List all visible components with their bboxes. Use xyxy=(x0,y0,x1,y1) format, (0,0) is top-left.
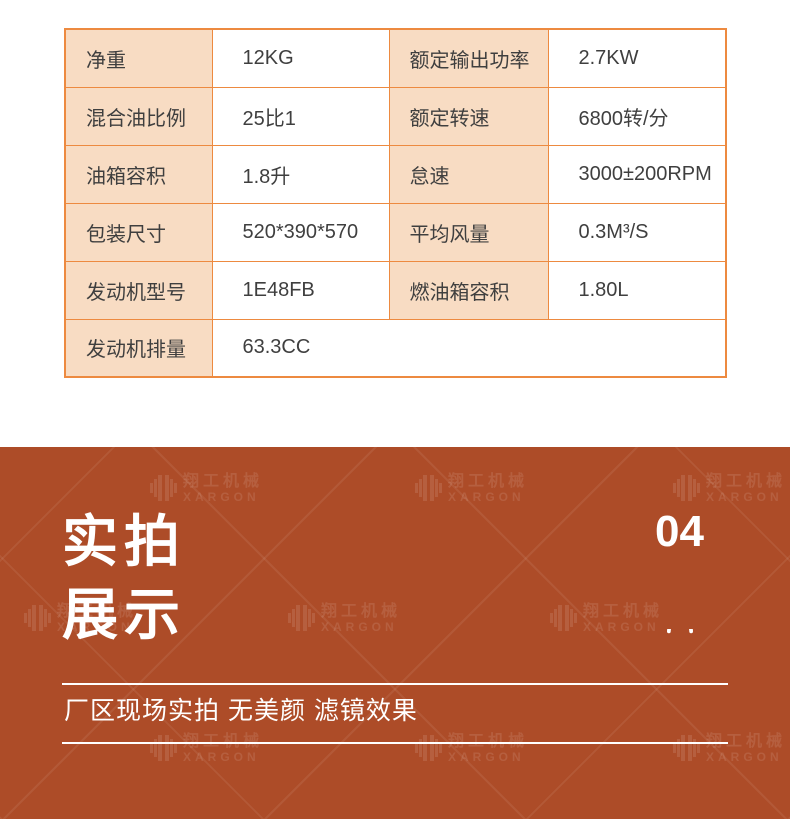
spec-label-tank-capacity: 油箱容积 xyxy=(64,144,213,204)
spec-label-rated-output-power: 额定输出功率 xyxy=(388,28,549,88)
section-title-line1: 实拍 xyxy=(62,510,186,573)
spec-label-net-weight: 净重 xyxy=(64,28,213,88)
spec-table: 净重 12KG 额定输出功率 2.7KW 混合油比例 25比1 额定转速 680… xyxy=(64,28,727,378)
spec-value-average-airflow: 0.3M³/S xyxy=(547,202,727,262)
spec-value-tank-capacity: 1.8升 xyxy=(211,144,390,204)
divider-bottom xyxy=(62,742,728,744)
spec-row: 混合油比例 25比1 额定转速 6800转/分 xyxy=(64,86,727,146)
section-number: 04 xyxy=(655,507,704,556)
spec-value-idle-speed: 3000±200RPM xyxy=(547,144,727,204)
spec-label-fuel-tank-capacity: 燃油箱容积 xyxy=(388,260,549,320)
section-title: 实拍 展示 xyxy=(62,505,186,651)
spec-label-idle-speed: 怠速 xyxy=(388,144,549,204)
divider-top xyxy=(62,683,728,685)
spec-label-engine-model: 发动机型号 xyxy=(64,260,213,320)
spec-label-rated-speed: 额定转速 xyxy=(388,86,549,146)
diamond-pattern xyxy=(0,447,790,819)
section-subtitle: 厂区现场实拍 无美颜 滤镜效果 xyxy=(64,697,418,725)
spec-label-oil-mix-ratio: 混合油比例 xyxy=(64,86,213,146)
real-shot-section: 翔工机械XARGON翔工机械XARGON翔工机械XARGON翔工机械XARGON… xyxy=(0,447,790,819)
spec-row: 发动机排量 63.3CC xyxy=(64,318,727,378)
smile-arc-icon xyxy=(667,629,693,634)
spec-value-fuel-tank-capacity: 1.80L xyxy=(547,260,727,320)
spec-value-package-size: 520*390*570 xyxy=(211,202,390,262)
spec-value-rated-output-power: 2.7KW xyxy=(547,28,727,88)
spec-label-engine-displacement: 发动机排量 xyxy=(64,318,213,378)
section-title-line2: 展示 xyxy=(62,583,186,646)
spec-label-package-size: 包装尺寸 xyxy=(64,202,213,262)
spec-label-average-airflow: 平均风量 xyxy=(388,202,549,262)
spec-row: 净重 12KG 额定输出功率 2.7KW xyxy=(64,28,727,88)
spec-value-rated-speed: 6800转/分 xyxy=(547,86,727,146)
spec-value-engine-model: 1E48FB xyxy=(211,260,390,320)
spec-row: 发动机型号 1E48FB 燃油箱容积 1.80L xyxy=(64,260,727,320)
spec-row: 油箱容积 1.8升 怠速 3000±200RPM xyxy=(64,144,727,204)
spec-value-net-weight: 12KG xyxy=(211,28,390,88)
spec-value-engine-displacement: 63.3CC xyxy=(211,318,727,378)
spec-value-oil-mix-ratio: 25比1 xyxy=(211,86,390,146)
spec-row: 包装尺寸 520*390*570 平均风量 0.3M³/S xyxy=(64,202,727,262)
